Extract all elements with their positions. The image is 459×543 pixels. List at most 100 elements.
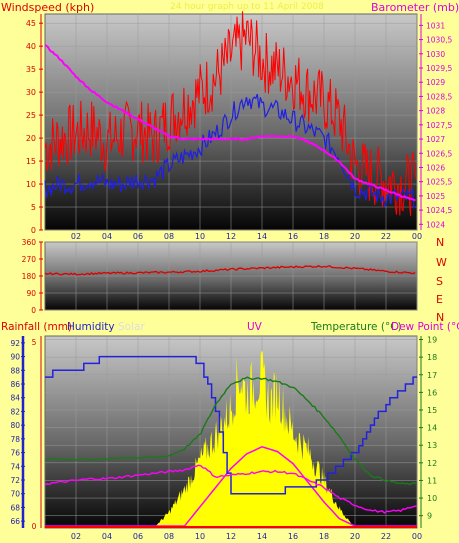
humidity-tick-label: 76 xyxy=(10,449,20,458)
hour-tick-label: 20 xyxy=(350,232,360,241)
barometer-tick-label: 1026 xyxy=(426,163,445,172)
wind-tick-label: 0 xyxy=(31,226,36,235)
wind-gust-line xyxy=(44,11,417,217)
temperature-tick-label: 17 xyxy=(427,371,437,380)
compass-label: W xyxy=(436,256,447,269)
wind-tick-label: 25 xyxy=(26,111,36,120)
barometer-tick-label: 1028 xyxy=(426,107,445,116)
rain-tick-label: 5 xyxy=(32,338,37,347)
humidity-tick-label: 70 xyxy=(10,490,20,499)
temperature-tick-label: 18 xyxy=(427,353,437,362)
hour-tick-label: 22 xyxy=(381,532,391,541)
barometer-tick-label: 1025 xyxy=(426,192,445,201)
wind-tick-label: 45 xyxy=(26,19,36,28)
humidity-tick-label: 78 xyxy=(10,435,20,444)
compass-label: S xyxy=(436,275,443,288)
humidity-tick-label: 72 xyxy=(10,476,20,485)
humidity-tick-label: 68 xyxy=(10,503,20,512)
hour-tick-label: 22 xyxy=(381,232,391,241)
humidity-temperature-chart: 9 10 11 12 13 14 15 16 17 18 19 66 68 70 72 74 76 78 80 82 8… xyxy=(10,335,437,541)
barometer-tick-label: 1027 xyxy=(426,135,445,144)
hour-tick-label: 08 xyxy=(164,532,174,541)
direction-tick-label: 360 xyxy=(22,238,37,247)
hour-tick-label: 04 xyxy=(102,232,112,241)
compass-label: N xyxy=(436,236,444,249)
barometer-tick-label: 1027,5 xyxy=(426,121,452,130)
wind-tick-label: 5 xyxy=(31,203,36,212)
barometer-tick-label: 1029 xyxy=(426,78,445,87)
hour-tick-label: 10 xyxy=(195,232,205,241)
temperature-tick-label: 10 xyxy=(427,494,437,503)
wind-tick-label: 20 xyxy=(26,134,36,143)
rain-tick-label: 0 xyxy=(32,522,37,531)
barometer-tick-label: 1031 xyxy=(426,21,445,30)
dewpoint-axis-title: Dew Point (°C xyxy=(391,321,459,333)
temperature-tick-label: 11 xyxy=(427,476,437,485)
windspeed-axis-title: Windspeed (kph) xyxy=(1,1,94,14)
humidity-tick-label: 88 xyxy=(10,366,20,375)
barometer-tick-label: 1029,5 xyxy=(426,64,452,73)
solar-axis-title: Solar xyxy=(118,321,145,333)
wind-average-line xyxy=(44,93,416,210)
humidity-tick-label: 90 xyxy=(10,353,20,362)
humidity-line xyxy=(45,355,417,495)
hour-tick-label: 12 xyxy=(226,532,236,541)
compass-label: N xyxy=(436,311,444,324)
hour-tick-label: 18 xyxy=(319,532,329,541)
temperature-tick-label: 15 xyxy=(427,406,437,415)
dewpoint-line xyxy=(44,464,418,514)
hour-tick-label: 20 xyxy=(350,532,360,541)
temperature-tick-label: 9 xyxy=(427,512,432,521)
temperature-tick-label: 16 xyxy=(427,388,437,397)
temperature-tick-label: 13 xyxy=(427,441,437,450)
hour-tick-label: 06 xyxy=(133,532,143,541)
wind-tick-label: 10 xyxy=(26,180,36,189)
wind-barometer-chart: 0 5 10 15 20 25 30 35 40 45 1024 1024,5 1025 1025,5 1… xyxy=(26,11,452,241)
wind-tick-label: 15 xyxy=(26,157,36,166)
barometer-tick-label: 1026,5 xyxy=(426,149,452,158)
direction-tick-label: 180 xyxy=(22,272,37,281)
humidity-tick-label: 66 xyxy=(10,517,20,526)
humidity-tick-label: 84 xyxy=(10,394,20,403)
barometer-tick-label: 1030 xyxy=(426,50,445,59)
direction-tick-label: 0 xyxy=(31,306,36,315)
hour-tick-label: 14 xyxy=(257,532,267,541)
humidity-axis-title: Humidity xyxy=(67,321,115,333)
barometer-line xyxy=(44,44,416,202)
solar-area xyxy=(45,351,417,528)
hour-tick-label: 00 xyxy=(412,232,422,241)
barometer-axis-title: Barometer (mb) xyxy=(371,1,459,14)
compass-label: E xyxy=(436,293,443,306)
hour-tick-label: 12 xyxy=(226,232,236,241)
humidity-tick-label: 74 xyxy=(10,462,20,471)
hour-tick-label: 16 xyxy=(288,232,298,241)
hour-tick-label: 00 xyxy=(412,532,422,541)
direction-tick-label: 270 xyxy=(22,255,37,264)
humidity-tick-label: 92 xyxy=(10,339,20,348)
barometer-tick-label: 1024 xyxy=(426,220,445,229)
humidity-tick-label: 82 xyxy=(10,407,20,416)
wind-tick-label: 40 xyxy=(26,42,36,51)
temperature-axis-title: Temperature (°C) xyxy=(310,321,402,333)
temperature-line xyxy=(44,376,418,486)
wind-tick-label: 35 xyxy=(26,65,36,74)
barometer-tick-label: 1024,5 xyxy=(426,206,452,215)
hour-tick-label: 02 xyxy=(71,232,81,241)
hour-tick-label: 10 xyxy=(195,532,205,541)
hour-tick-label: 08 xyxy=(164,232,174,241)
hour-tick-label: 18 xyxy=(319,232,329,241)
direction-tick-label: 90 xyxy=(26,289,36,298)
temperature-tick-label: 12 xyxy=(427,459,437,468)
hour-tick-label: 14 xyxy=(257,232,267,241)
rainfall-axis-title: Rainfall (mm) xyxy=(1,321,72,333)
temperature-tick-label: 19 xyxy=(427,336,437,345)
barometer-tick-label: 1025,5 xyxy=(426,178,452,187)
barometer-tick-label: 1030,5 xyxy=(426,36,452,45)
chart-title: 24 hour graph up to 11 April 2008 xyxy=(170,2,324,12)
humidity-tick-label: 80 xyxy=(10,421,20,430)
hour-tick-label: 06 xyxy=(133,232,143,241)
wind-direction-line xyxy=(44,264,416,276)
humidity-tick-label: 86 xyxy=(10,380,20,389)
